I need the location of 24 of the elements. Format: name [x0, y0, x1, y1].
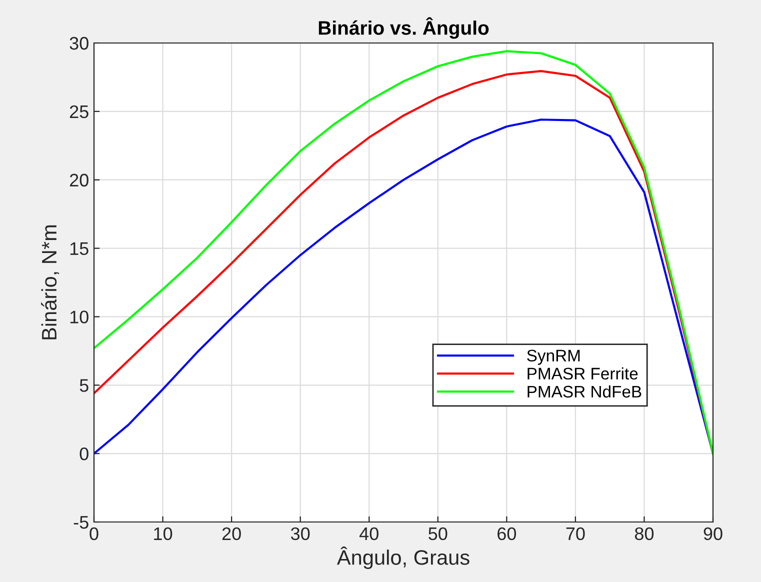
- x-tick-label: 60: [498, 527, 516, 540]
- x-tick-label: 0: [90, 527, 98, 540]
- x-tick-label: 70: [566, 527, 585, 540]
- y-tick-label: 0: [80, 448, 88, 460]
- x-tick-label: 40: [359, 527, 378, 540]
- x-tick-label: 10: [154, 527, 172, 540]
- x-tick-label: 50: [428, 527, 448, 540]
- y-tick-label: 5: [80, 379, 88, 392]
- y-tick-label: 30: [70, 36, 88, 50]
- chart-title: Binário vs. Ângulo: [318, 17, 489, 39]
- y-tick-label: 20: [70, 174, 88, 187]
- x-tick-label: 80: [634, 527, 654, 540]
- y-axis-title: Binário, N*m: [41, 225, 60, 340]
- legend-label: PMASR Ferrite: [528, 367, 638, 380]
- x-axis-title: Ângulo, Graus: [336, 546, 470, 570]
- legend-label: PMASR NdFeB: [528, 385, 642, 398]
- y-tick-label: 10: [70, 310, 88, 324]
- x-tick-label: 30: [290, 527, 310, 540]
- x-tick-label: 90: [704, 527, 722, 540]
- x-tick-label: 20: [222, 527, 241, 540]
- y-tick-label: 25: [70, 105, 88, 118]
- y-tick-label: -5: [74, 516, 88, 529]
- legend-label: SynRM: [527, 350, 580, 365]
- y-tick-label: 15: [70, 242, 88, 256]
